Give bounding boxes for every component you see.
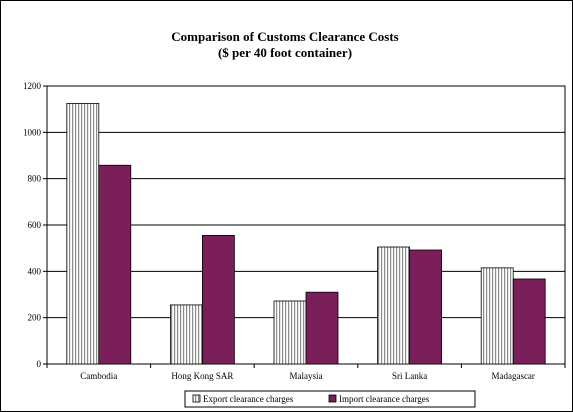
y-tick-label: 200	[28, 313, 42, 323]
plot-area: 0 200 400 600 800 1000 1200 Cambodia Hong Kong …	[23, 81, 566, 381]
legend-swatch-import	[328, 394, 337, 403]
gridlines	[47, 131, 565, 319]
bar-export	[273, 300, 307, 365]
legend-label-import: Import clearance charges	[339, 394, 430, 404]
legend-swatch-export	[192, 394, 201, 403]
legend-label-export: Export clearance charges	[203, 394, 294, 404]
y-tick-label: 1200	[23, 81, 42, 91]
y-axis: 0 200 400 600 800 1000 1200	[23, 81, 47, 369]
bar-import	[98, 164, 132, 365]
bar-export	[377, 246, 411, 365]
legend: Export clearance charges Import clearanc…	[184, 390, 476, 408]
y-tick-label: 400	[28, 266, 42, 276]
x-tick-label: Cambodia	[80, 371, 117, 381]
bar-import	[512, 278, 546, 365]
x-tick-label: Malaysia	[290, 371, 323, 381]
bar-import	[305, 291, 339, 365]
y-tick-label: 0	[37, 359, 42, 369]
bars	[66, 102, 546, 365]
bar-export	[66, 102, 100, 365]
bar-import	[409, 249, 443, 365]
x-tick-label: Madagascar	[491, 371, 534, 381]
bar-export	[169, 304, 203, 365]
x-tick-label: Hong Kong SAR	[171, 371, 233, 381]
x-tick-label: Sri Lanka	[392, 371, 427, 381]
chart-subtitle: ($ per 40 foot container)	[218, 45, 352, 60]
chart-title: Comparison of Customs Clearance Costs	[171, 29, 399, 44]
y-tick-label: 1000	[23, 127, 42, 137]
x-axis: Cambodia Hong Kong SAR Malaysia Sri Lanka Ma…	[46, 364, 566, 381]
bar-import	[201, 235, 235, 365]
y-tick-label: 600	[28, 220, 42, 230]
y-tick-label: 800	[28, 174, 42, 184]
bar-export	[480, 267, 514, 365]
